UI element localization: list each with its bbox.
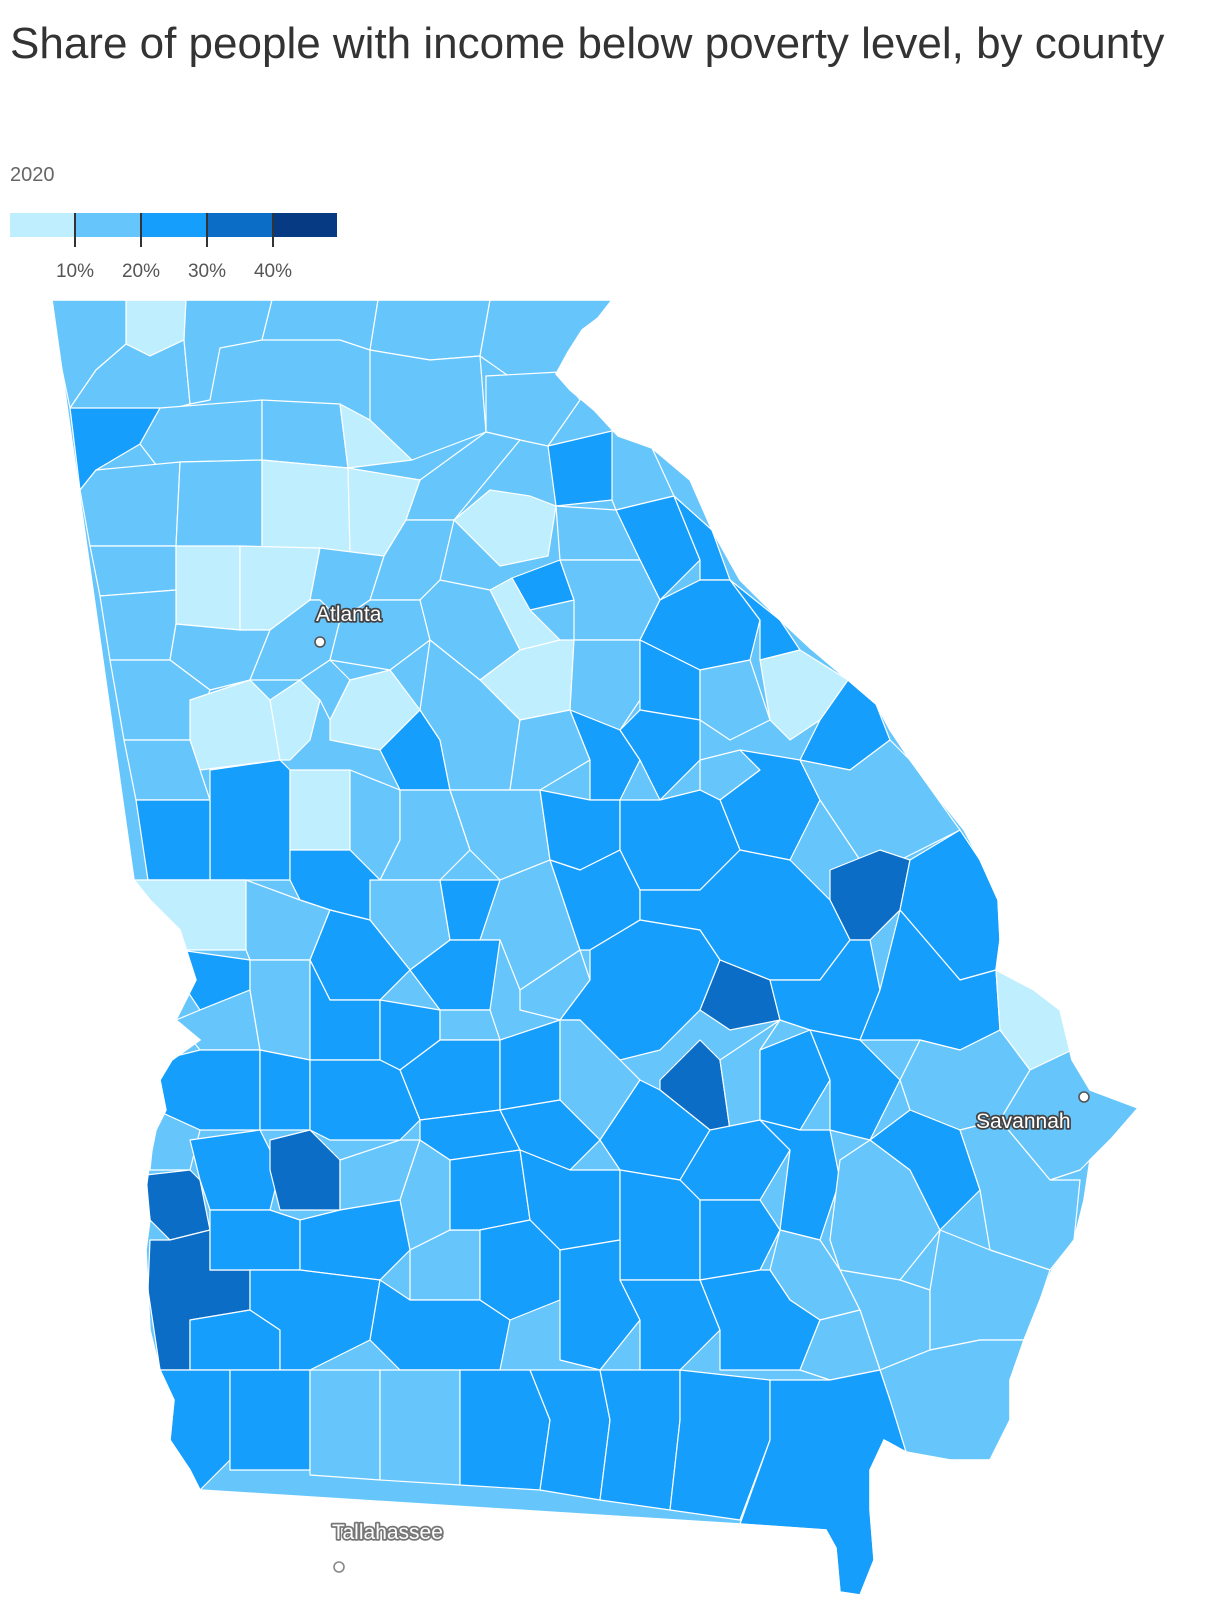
county bbox=[559, 559, 661, 641]
county bbox=[459, 1369, 551, 1491]
savannah-label: Savannah bbox=[976, 1110, 1071, 1133]
legend-bin-2 bbox=[75, 213, 141, 237]
state-outline bbox=[51, 299, 1140, 1596]
city-tallahassee: Tallahassee bbox=[330, 1519, 445, 1573]
city-savannah: Savannah bbox=[974, 1091, 1090, 1135]
county bbox=[369, 1279, 511, 1371]
county bbox=[175, 545, 241, 631]
legend-label-40: 40% bbox=[253, 261, 293, 282]
county bbox=[261, 399, 349, 469]
county bbox=[449, 1149, 531, 1231]
county bbox=[261, 300, 379, 351]
tallahassee-dot bbox=[333, 1561, 345, 1573]
county bbox=[405, 431, 521, 521]
chart-title: Share of people with income below povert… bbox=[10, 19, 1165, 68]
county bbox=[249, 959, 311, 1061]
chart-subtitle: 2020 bbox=[10, 164, 55, 186]
county bbox=[759, 1029, 831, 1131]
legend-label-10: 10% bbox=[55, 261, 95, 282]
county bbox=[289, 769, 351, 851]
county bbox=[261, 459, 351, 553]
county bbox=[379, 1369, 461, 1486]
legend-bin-3 bbox=[141, 213, 207, 237]
color-legend: 10% 20% 30% 40% bbox=[10, 213, 350, 283]
county-tiles bbox=[52, 300, 1138, 1595]
county bbox=[699, 659, 771, 741]
county bbox=[229, 1369, 311, 1471]
county bbox=[133, 879, 247, 951]
county bbox=[599, 1369, 681, 1511]
county bbox=[309, 1059, 421, 1141]
legend-tick-40 bbox=[272, 213, 274, 247]
legend-tick-10 bbox=[74, 213, 76, 247]
county bbox=[79, 461, 181, 547]
county bbox=[309, 1369, 381, 1481]
legend-tick-30 bbox=[206, 213, 208, 247]
legend-bin-4 bbox=[207, 213, 273, 237]
county bbox=[209, 759, 291, 881]
legend-bin-1 bbox=[10, 213, 75, 237]
county bbox=[439, 1009, 501, 1041]
county bbox=[123, 739, 211, 801]
county bbox=[569, 639, 641, 731]
county bbox=[699, 1199, 781, 1281]
savannah-dot bbox=[1078, 1091, 1090, 1103]
county bbox=[369, 300, 491, 361]
county bbox=[615, 495, 701, 601]
atlanta-dot bbox=[314, 636, 326, 648]
county bbox=[559, 919, 721, 1061]
county bbox=[559, 1239, 641, 1371]
county bbox=[499, 1099, 601, 1171]
county bbox=[135, 799, 211, 881]
legend-label-30: 30% bbox=[187, 261, 227, 282]
county bbox=[139, 399, 263, 471]
legend-label-20: 20% bbox=[121, 261, 161, 282]
county bbox=[175, 459, 263, 549]
tallahassee-label: Tallahassee bbox=[332, 1521, 443, 1544]
county bbox=[209, 1209, 301, 1271]
legend-tick-20 bbox=[140, 213, 142, 247]
county bbox=[759, 1119, 841, 1241]
county bbox=[699, 959, 781, 1031]
atlanta-label: Atlanta bbox=[316, 603, 382, 626]
legend-bin-5 bbox=[273, 213, 337, 237]
county bbox=[509, 709, 591, 791]
county bbox=[69, 407, 161, 491]
county bbox=[99, 589, 177, 661]
city-atlanta: Atlanta bbox=[314, 601, 383, 648]
county bbox=[89, 545, 177, 597]
county bbox=[259, 1049, 311, 1131]
